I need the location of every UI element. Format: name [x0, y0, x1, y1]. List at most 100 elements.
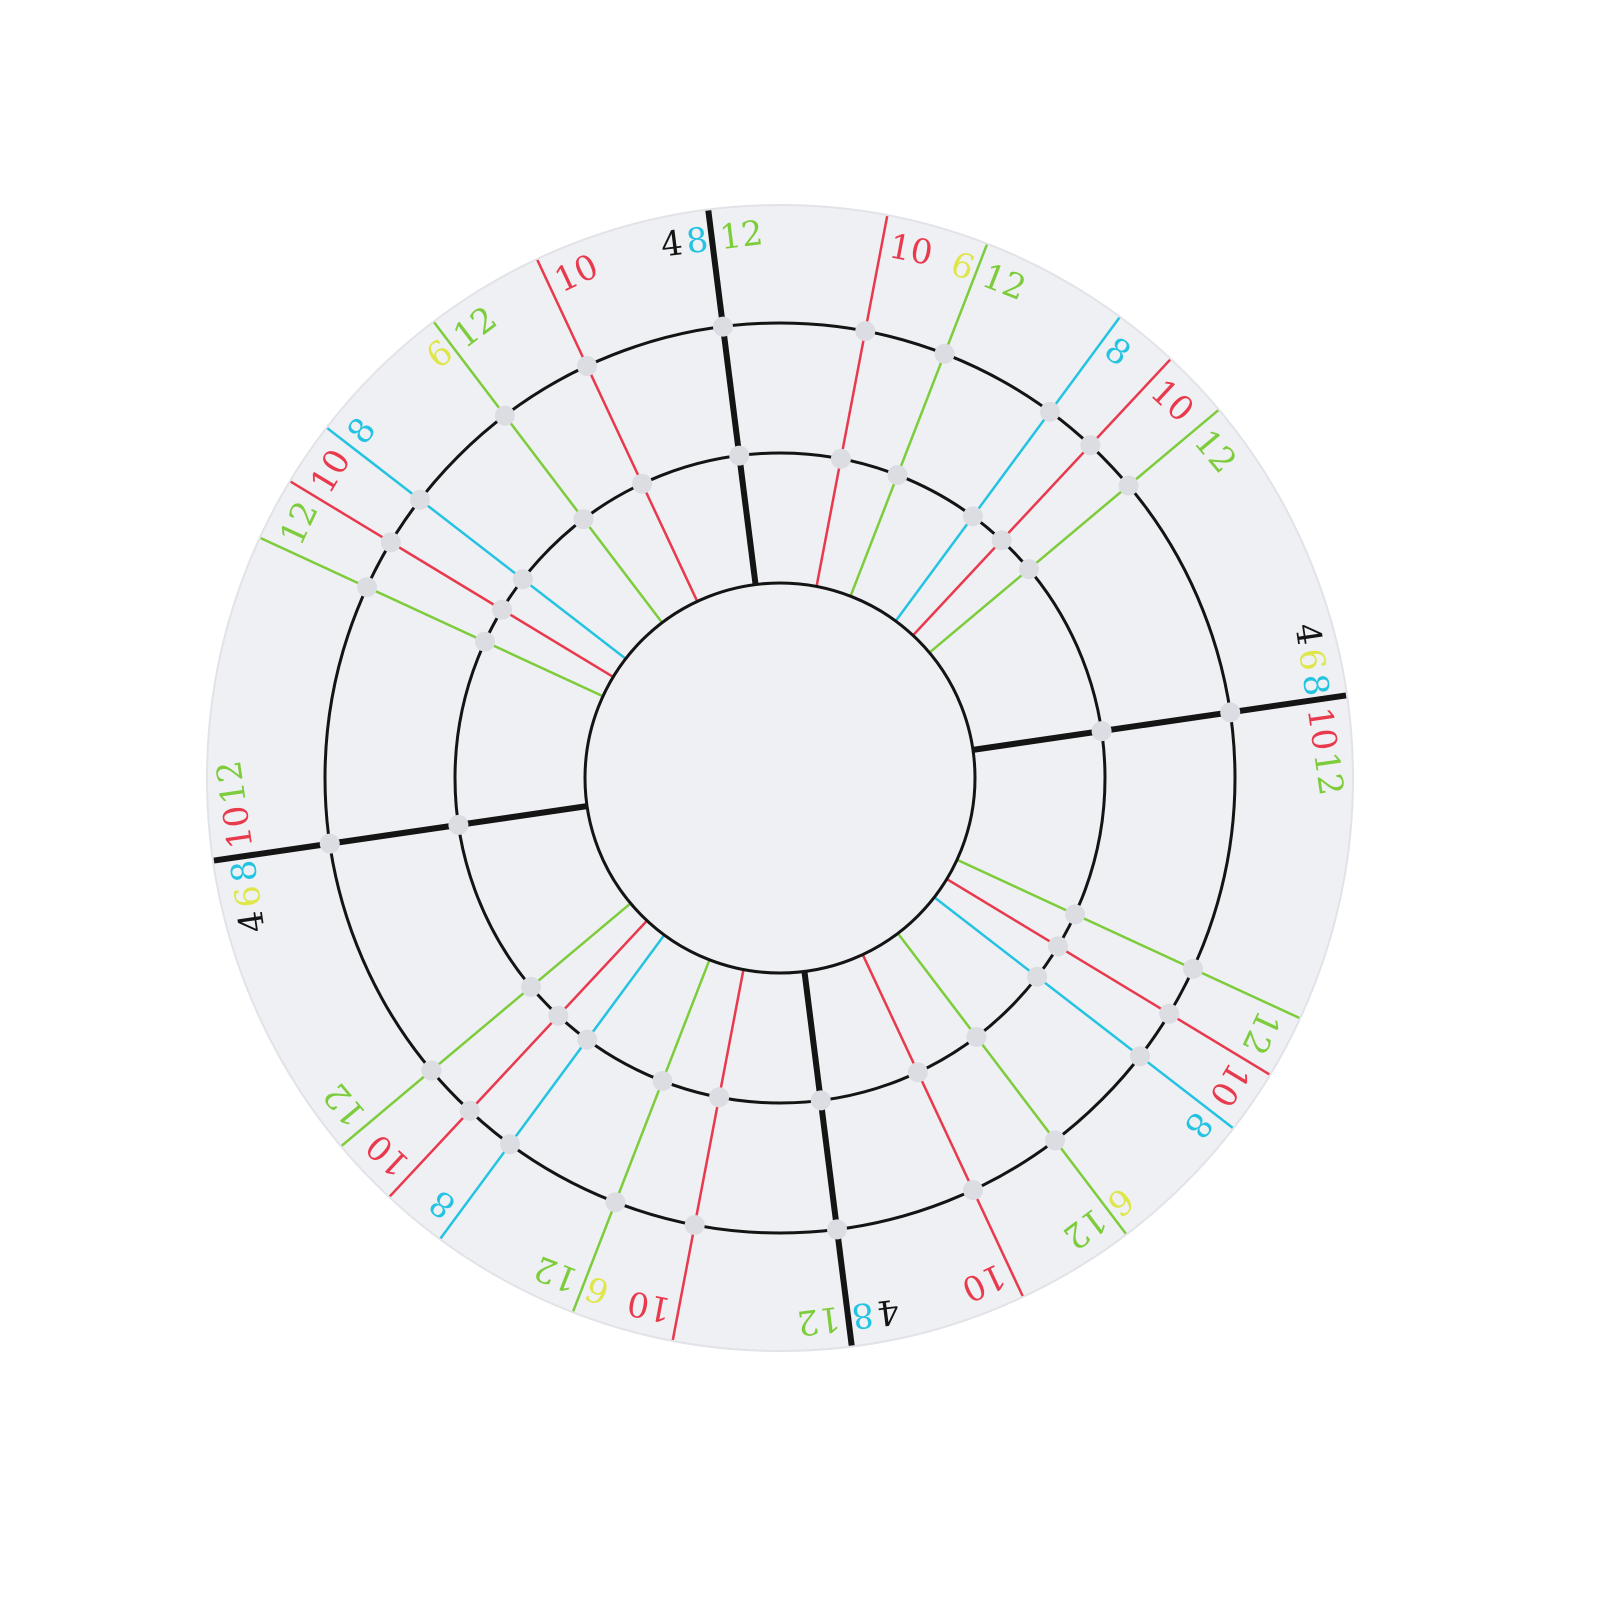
slot-dot — [827, 1219, 848, 1240]
cyan-slot-line — [933, 896, 1234, 1129]
slot-label-before: 48 — [850, 1290, 902, 1336]
red-slot-line — [946, 877, 1270, 1076]
radial-lines — [213, 210, 1347, 1346]
slot-dot — [319, 833, 340, 854]
slot-dot — [576, 355, 597, 376]
slot-dot — [1130, 1046, 1151, 1067]
slot-dot — [907, 1062, 928, 1083]
slot-dot — [1027, 966, 1048, 987]
black-slot-line — [801, 971, 855, 1346]
slot-dot — [934, 343, 955, 364]
slot-number: 10 — [215, 803, 261, 852]
slot-dot — [448, 814, 469, 835]
green-slot-line — [341, 902, 632, 1147]
slot-dot — [380, 532, 401, 553]
slot-dot — [356, 577, 377, 598]
slot-dot — [605, 1192, 626, 1213]
cyan-slot-line — [894, 316, 1121, 622]
slot-label-after: 10 — [886, 226, 936, 273]
slot-dot — [887, 464, 908, 485]
slot-number: 12 — [209, 758, 255, 807]
slot-dot — [684, 1214, 705, 1235]
inner-ring — [453, 451, 1107, 1105]
outer-ring — [323, 321, 1237, 1235]
slot-dot — [729, 445, 750, 466]
slot-dot — [855, 321, 876, 342]
slot-dot — [548, 1005, 569, 1026]
slot-label-after: 10 — [624, 1282, 674, 1329]
slot-dot — [712, 316, 733, 337]
slot-dot — [963, 1180, 984, 1201]
slot-dot — [492, 599, 513, 620]
center-hole — [583, 581, 977, 975]
slot-label-group: 10 — [624, 1282, 674, 1329]
slot-dot — [991, 530, 1012, 551]
red-slot-line — [290, 480, 614, 679]
slot-dot — [1045, 1130, 1066, 1151]
green-slot-line — [928, 409, 1219, 654]
black-slot-line — [213, 803, 588, 864]
slot-dot — [966, 1026, 987, 1047]
slot-number: 12 — [1305, 749, 1351, 798]
slot-dot — [494, 405, 515, 426]
cyan-slot-line — [326, 427, 627, 660]
green-slot-line — [956, 858, 1300, 1020]
slot-dot — [1047, 936, 1068, 957]
slot-dot — [1220, 702, 1241, 723]
slot-dot — [652, 1071, 673, 1092]
red-slot-line — [861, 954, 1024, 1297]
green-slot-line — [571, 959, 711, 1312]
black-slot-line — [972, 692, 1347, 753]
slot-number: 4 — [659, 223, 685, 265]
slot-dot — [512, 569, 533, 590]
slot-dot — [1159, 1003, 1180, 1024]
red-slot-line — [388, 919, 648, 1198]
slot-dot — [499, 1134, 520, 1155]
red-slot-line — [912, 358, 1172, 637]
slot-label-after: 12 — [717, 213, 765, 258]
slot-dot — [1091, 721, 1112, 742]
slot-dot — [1118, 475, 1139, 496]
green-slot-line — [433, 321, 664, 624]
slot-number: 12 — [717, 213, 765, 258]
slot-dot — [573, 509, 594, 530]
slot-label-after: 1012 — [1299, 705, 1351, 798]
slot-label-group: 10 — [886, 226, 936, 273]
slot-dot — [1040, 401, 1061, 422]
red-slot-line — [815, 215, 889, 587]
slot-number: 10 — [886, 226, 936, 273]
red-slot-line — [671, 969, 745, 1341]
cyan-slot-line — [439, 934, 666, 1240]
slot-number: 10 — [1299, 705, 1345, 754]
slot-dot — [1065, 904, 1086, 925]
green-slot-line — [896, 932, 1127, 1235]
slot-dot — [1080, 435, 1101, 456]
slot-dot — [810, 1090, 831, 1111]
slot-label-after: 1012 — [209, 758, 261, 851]
slot-number: 12 — [795, 1298, 843, 1343]
slot-number: 8 — [850, 1294, 876, 1336]
red-slot-line — [536, 259, 699, 602]
slot-number: 10 — [624, 1282, 674, 1329]
slot-number: 8 — [684, 220, 710, 262]
slot-dot — [474, 631, 495, 652]
slot-dot — [632, 473, 653, 494]
slot-dot — [962, 506, 983, 527]
slot-dot — [577, 1029, 598, 1050]
slot-dot — [709, 1087, 730, 1108]
green-slot-line — [849, 244, 989, 597]
slot-dot — [830, 448, 851, 469]
slot-dot — [1183, 958, 1204, 979]
slot-dot — [459, 1100, 480, 1121]
green-slot-line — [260, 536, 604, 698]
slot-label-after: 12 — [795, 1298, 843, 1343]
slot-dot — [1018, 559, 1039, 580]
slot-dots — [319, 316, 1241, 1240]
slot-dot — [521, 976, 542, 997]
slot-dot — [421, 1060, 442, 1081]
black-slot-line — [705, 210, 759, 585]
slot-label-before: 48 — [659, 220, 711, 266]
